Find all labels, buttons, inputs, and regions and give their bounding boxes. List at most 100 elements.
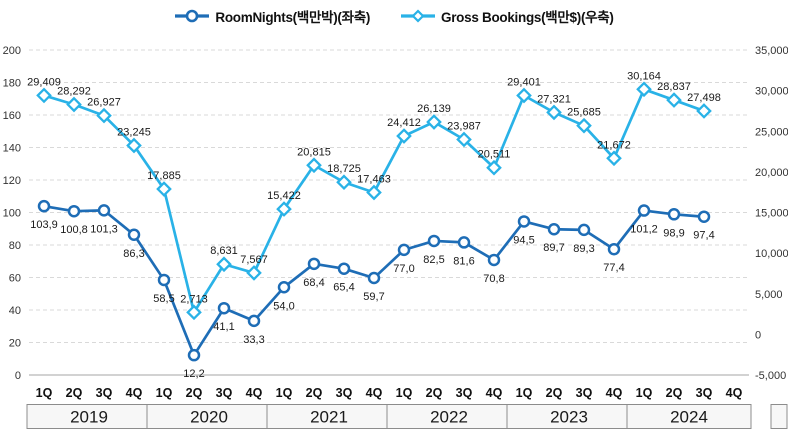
data-point-circle-marker — [607, 242, 621, 256]
data-point-label: 12,2 — [183, 368, 204, 380]
data-point-circle-marker — [247, 314, 261, 328]
data-point-label: 2,713 — [180, 293, 208, 305]
data-point-circle-marker — [427, 234, 441, 248]
x-axis-quarter-label: 4Q — [246, 386, 263, 400]
data-point-circle-marker — [217, 301, 231, 315]
data-point-circle-marker — [37, 199, 51, 213]
data-point-circle-marker — [697, 210, 711, 223]
data-point-label: 97,4 — [693, 230, 714, 242]
data-point-circle-marker — [67, 204, 81, 218]
legend-item-roomnights: RoomNights(백만박)(좌축) — [174, 6, 370, 26]
left-axis-tick-label: 180 — [3, 78, 21, 90]
data-point-label: 103,9 — [30, 219, 58, 231]
data-point-diamond-marker — [96, 107, 112, 124]
data-point-label: 21,672 — [597, 139, 631, 151]
left-axis-tick-label: 20 — [9, 338, 21, 350]
data-point-label: 26,927 — [87, 97, 121, 109]
right-axis-tick-label: 25,000 — [755, 126, 788, 138]
data-point-label: 89,7 — [543, 242, 564, 254]
data-point-diamond-marker — [666, 92, 682, 108]
year-band-label: 2023 — [550, 408, 588, 427]
right-axis-tick-label: 10,000 — [755, 248, 788, 260]
x-axis-quarter-label: 3Q — [696, 386, 713, 400]
data-point-label: 28,837 — [657, 81, 691, 93]
legend-label-grossbookings: Gross Bookings(백만$)(우축) — [441, 10, 614, 25]
data-point-diamond-marker — [516, 87, 532, 104]
right-axis-tick-label: 5,000 — [755, 289, 783, 301]
legend-diamond-marker-icon — [401, 9, 436, 23]
right-axis-tick-label: 35,000 — [755, 45, 788, 57]
data-point-label: 27,321 — [537, 93, 571, 105]
x-axis-quarter-label: 2Q — [666, 386, 683, 400]
data-point-diamond-marker — [156, 181, 172, 197]
data-point-label: 20,511 — [478, 149, 511, 161]
year-band-empty-cell — [770, 404, 788, 429]
data-point-circle-marker — [457, 236, 471, 249]
data-point-label: 29,409 — [27, 76, 61, 88]
data-point-label: 65,4 — [333, 282, 354, 294]
data-point-diamond-marker — [66, 96, 82, 113]
x-axis-quarter-label: 4Q — [606, 386, 623, 400]
data-point-label: 7,567 — [240, 254, 268, 266]
data-point-label: 68,4 — [303, 277, 324, 289]
data-point-label: 17,885 — [147, 170, 181, 182]
data-point-label: 101,2 — [630, 224, 658, 236]
x-axis-quarter-label: 2Q — [66, 386, 83, 400]
year-band-label: 2022 — [430, 408, 468, 427]
x-axis-quarter-label: 1Q — [516, 386, 533, 400]
left-axis-tick-label: 40 — [9, 305, 21, 317]
data-point-label: 54,0 — [273, 300, 294, 312]
data-point-label: 23,245 — [117, 127, 151, 139]
data-point-label: 77,4 — [603, 262, 624, 274]
data-point-label: 29,401 — [507, 76, 541, 88]
data-point-diamond-marker — [36, 87, 52, 104]
x-axis-quarter-label: 2Q — [186, 386, 203, 400]
legend-circle-marker-icon — [175, 9, 210, 23]
left-axis-tick-label: 200 — [3, 45, 21, 57]
data-point-diamond-marker — [636, 81, 652, 98]
data-point-label: 98,9 — [663, 227, 684, 239]
data-point-diamond-marker — [396, 128, 412, 144]
data-point-label: 18,725 — [327, 163, 361, 175]
data-point-label: 26,139 — [417, 103, 451, 115]
data-point-label: 27,498 — [687, 92, 721, 104]
left-axis-tick-label: 160 — [3, 110, 21, 122]
data-point-circle-marker — [277, 281, 291, 294]
x-axis-quarter-label: 1Q — [156, 386, 173, 400]
data-point-circle-marker — [667, 208, 681, 221]
year-band-label: 2024 — [670, 408, 708, 427]
data-point-label: 100,8 — [60, 224, 88, 236]
data-point-circle-marker — [367, 271, 381, 285]
x-axis-quarter-label: 3Q — [96, 386, 113, 400]
data-point-label: 17,463 — [357, 173, 391, 185]
data-point-diamond-marker — [276, 201, 292, 217]
data-point-label: 86,3 — [123, 248, 144, 260]
x-axis-quarter-label: 1Q — [396, 386, 413, 400]
right-axis-tick-label: 0 — [755, 329, 761, 341]
x-axis-quarter-label: 3Q — [216, 386, 233, 400]
left-axis-tick-label: 100 — [3, 208, 21, 220]
chart-legend: RoomNights(백만박)(좌축) Gross Bookings(백만$)(… — [0, 6, 788, 26]
year-band-label: 2021 — [310, 408, 348, 427]
data-point-circle-marker — [307, 257, 321, 271]
data-point-label: 89,3 — [573, 243, 594, 255]
data-point-circle-marker — [187, 348, 201, 362]
data-point-circle-marker — [517, 215, 531, 228]
data-point-label: 101,3 — [90, 223, 118, 235]
x-axis-quarter-label: 2Q — [306, 386, 323, 400]
year-band-label: 2020 — [190, 408, 228, 427]
left-axis-tick-label: 60 — [9, 273, 21, 285]
data-point-label: 20,815 — [297, 146, 331, 158]
data-point-diamond-marker — [186, 304, 202, 321]
data-point-diamond-marker — [426, 114, 442, 130]
data-point-diamond-marker — [216, 256, 232, 273]
data-point-circle-marker — [127, 228, 141, 242]
data-point-circle-marker — [97, 204, 111, 217]
data-point-diamond-marker — [306, 157, 322, 174]
legend-item-grossbookings: Gross Bookings(백만$)(우축) — [400, 6, 614, 26]
x-axis-quarter-label: 4Q — [726, 386, 743, 400]
data-point-diamond-marker — [486, 159, 502, 176]
x-axis-quarter-label: 3Q — [576, 386, 593, 400]
